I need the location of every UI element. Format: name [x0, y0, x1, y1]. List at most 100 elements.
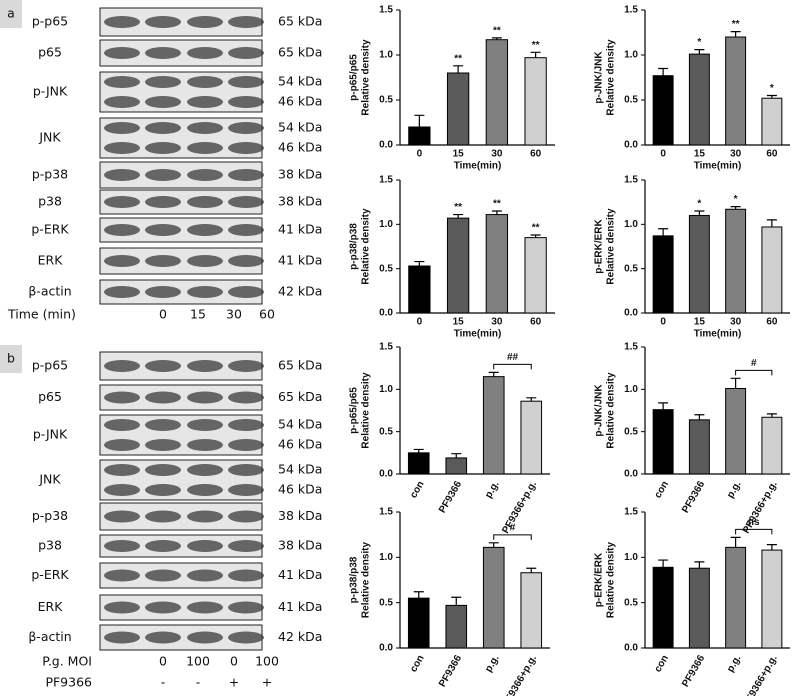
- bar: [761, 97, 783, 146]
- x-axis-label: Time(min): [454, 329, 502, 340]
- lane-label: P.g. MOI: [42, 654, 92, 669]
- x-tick-label: p.g.: [483, 479, 502, 500]
- y-axis-label: p-ERK/ERK: [594, 219, 605, 274]
- protein-label: p-ERK: [31, 222, 69, 237]
- bar: [688, 53, 710, 146]
- protein-label: p-p38: [32, 167, 68, 182]
- y-tick-label: 0.5: [379, 426, 393, 437]
- y-tick-label: 0.5: [624, 263, 638, 274]
- x-tick-label: 30: [730, 317, 742, 328]
- lane-value: -: [196, 675, 201, 690]
- blot-band: [145, 631, 181, 644]
- y-tick-label: 0.5: [379, 263, 393, 274]
- blot-band: [228, 540, 264, 552]
- kda-label: 54 kDa: [278, 74, 322, 89]
- y-tick-label: 1.0: [379, 219, 393, 230]
- blot-band: [187, 391, 223, 404]
- blot-band: [104, 391, 140, 404]
- error-bar: [766, 544, 777, 551]
- x-tick-label: 15: [453, 317, 465, 328]
- significance-label: **: [493, 199, 501, 210]
- bar: [725, 36, 747, 146]
- bar: [652, 409, 674, 475]
- x-tick-label: 30: [491, 149, 503, 160]
- blot-band: [228, 96, 264, 108]
- x-axis-label: Time(min): [694, 329, 742, 340]
- y-axis-label: p-ERK/ERK: [594, 552, 605, 607]
- blot-band: [104, 631, 140, 644]
- y-axis-label: Relative density: [606, 541, 617, 618]
- blot-band: [145, 169, 181, 181]
- blot-band: [228, 360, 264, 372]
- error-bar: [530, 51, 541, 58]
- kda-label: 65 kDa: [278, 45, 322, 60]
- blot-band: [187, 142, 223, 154]
- protein-label: p65: [38, 45, 62, 60]
- blot-band: [104, 484, 140, 496]
- kda-label: 65 kDa: [278, 389, 322, 404]
- blot-band: [104, 196, 140, 208]
- protein-label: p-JNK: [33, 84, 68, 99]
- significance-label: *: [697, 199, 701, 210]
- y-axis-label: p-p38/p38: [349, 223, 360, 270]
- y-tick-label: 1.5: [379, 507, 393, 518]
- error-bar: [451, 596, 462, 606]
- error-bar: [730, 31, 741, 37]
- bar: [688, 567, 710, 649]
- y-tick-label: 0.0: [624, 140, 638, 151]
- blot-band: [228, 439, 264, 451]
- lane-value: -: [161, 675, 166, 690]
- blot-band: [228, 601, 264, 614]
- significance-label: **: [493, 26, 501, 37]
- y-axis-label: p-p65/p65: [349, 387, 360, 434]
- y-tick-label: 0.0: [624, 643, 638, 654]
- protein-label: p65: [38, 389, 62, 404]
- significance-label: **: [532, 40, 540, 51]
- y-axis-label: Relative density: [606, 372, 617, 449]
- significance-label: *: [770, 83, 774, 94]
- y-tick-label: 1.5: [624, 507, 638, 518]
- lane-value: 0: [159, 654, 167, 669]
- bar: [652, 566, 674, 649]
- bar: [761, 549, 783, 649]
- blot-band: [145, 510, 181, 523]
- significance-label: *: [697, 37, 701, 48]
- blot-band: [104, 16, 140, 28]
- blot-band: [145, 255, 181, 267]
- x-tick-label: con: [653, 653, 671, 674]
- error-bar: [658, 559, 669, 568]
- y-axis-label: Relative density: [361, 541, 372, 618]
- bar: [725, 208, 747, 314]
- blot-band: [104, 540, 140, 552]
- blot-band: [145, 540, 181, 552]
- error-bar: [414, 114, 425, 127]
- x-tick-label: 15: [694, 149, 706, 160]
- blot-band: [187, 16, 223, 28]
- blot-band: [228, 76, 264, 88]
- kda-label: 54 kDa: [278, 462, 322, 477]
- x-tick-label: 60: [530, 149, 542, 160]
- error-bar: [658, 228, 669, 236]
- x-tick-label: PF9366: [680, 653, 707, 689]
- x-tick-label: PF9366+p.g.: [741, 653, 780, 696]
- error-bar: [491, 37, 502, 40]
- error-bar: [730, 206, 741, 210]
- blot-band: [187, 196, 223, 208]
- error-bar: [694, 49, 705, 55]
- panel-label-box: [0, 345, 22, 373]
- protein-label: ERK: [38, 599, 64, 614]
- kda-label: 46 kDa: [278, 140, 322, 155]
- blot-band: [104, 510, 140, 523]
- protein-label: p-ERK: [31, 567, 69, 582]
- blot-band: [228, 510, 264, 523]
- blot-band: [228, 255, 264, 267]
- kda-label: 38 kDa: [278, 167, 322, 182]
- blot-band: [228, 419, 264, 431]
- error-bar: [766, 413, 777, 418]
- blot-band: [187, 122, 223, 134]
- blot-band: [104, 47, 140, 59]
- kda-label: 41 kDa: [278, 222, 322, 237]
- blot-band: [228, 169, 264, 181]
- bar: [408, 126, 431, 146]
- y-tick-label: 1.0: [379, 50, 393, 61]
